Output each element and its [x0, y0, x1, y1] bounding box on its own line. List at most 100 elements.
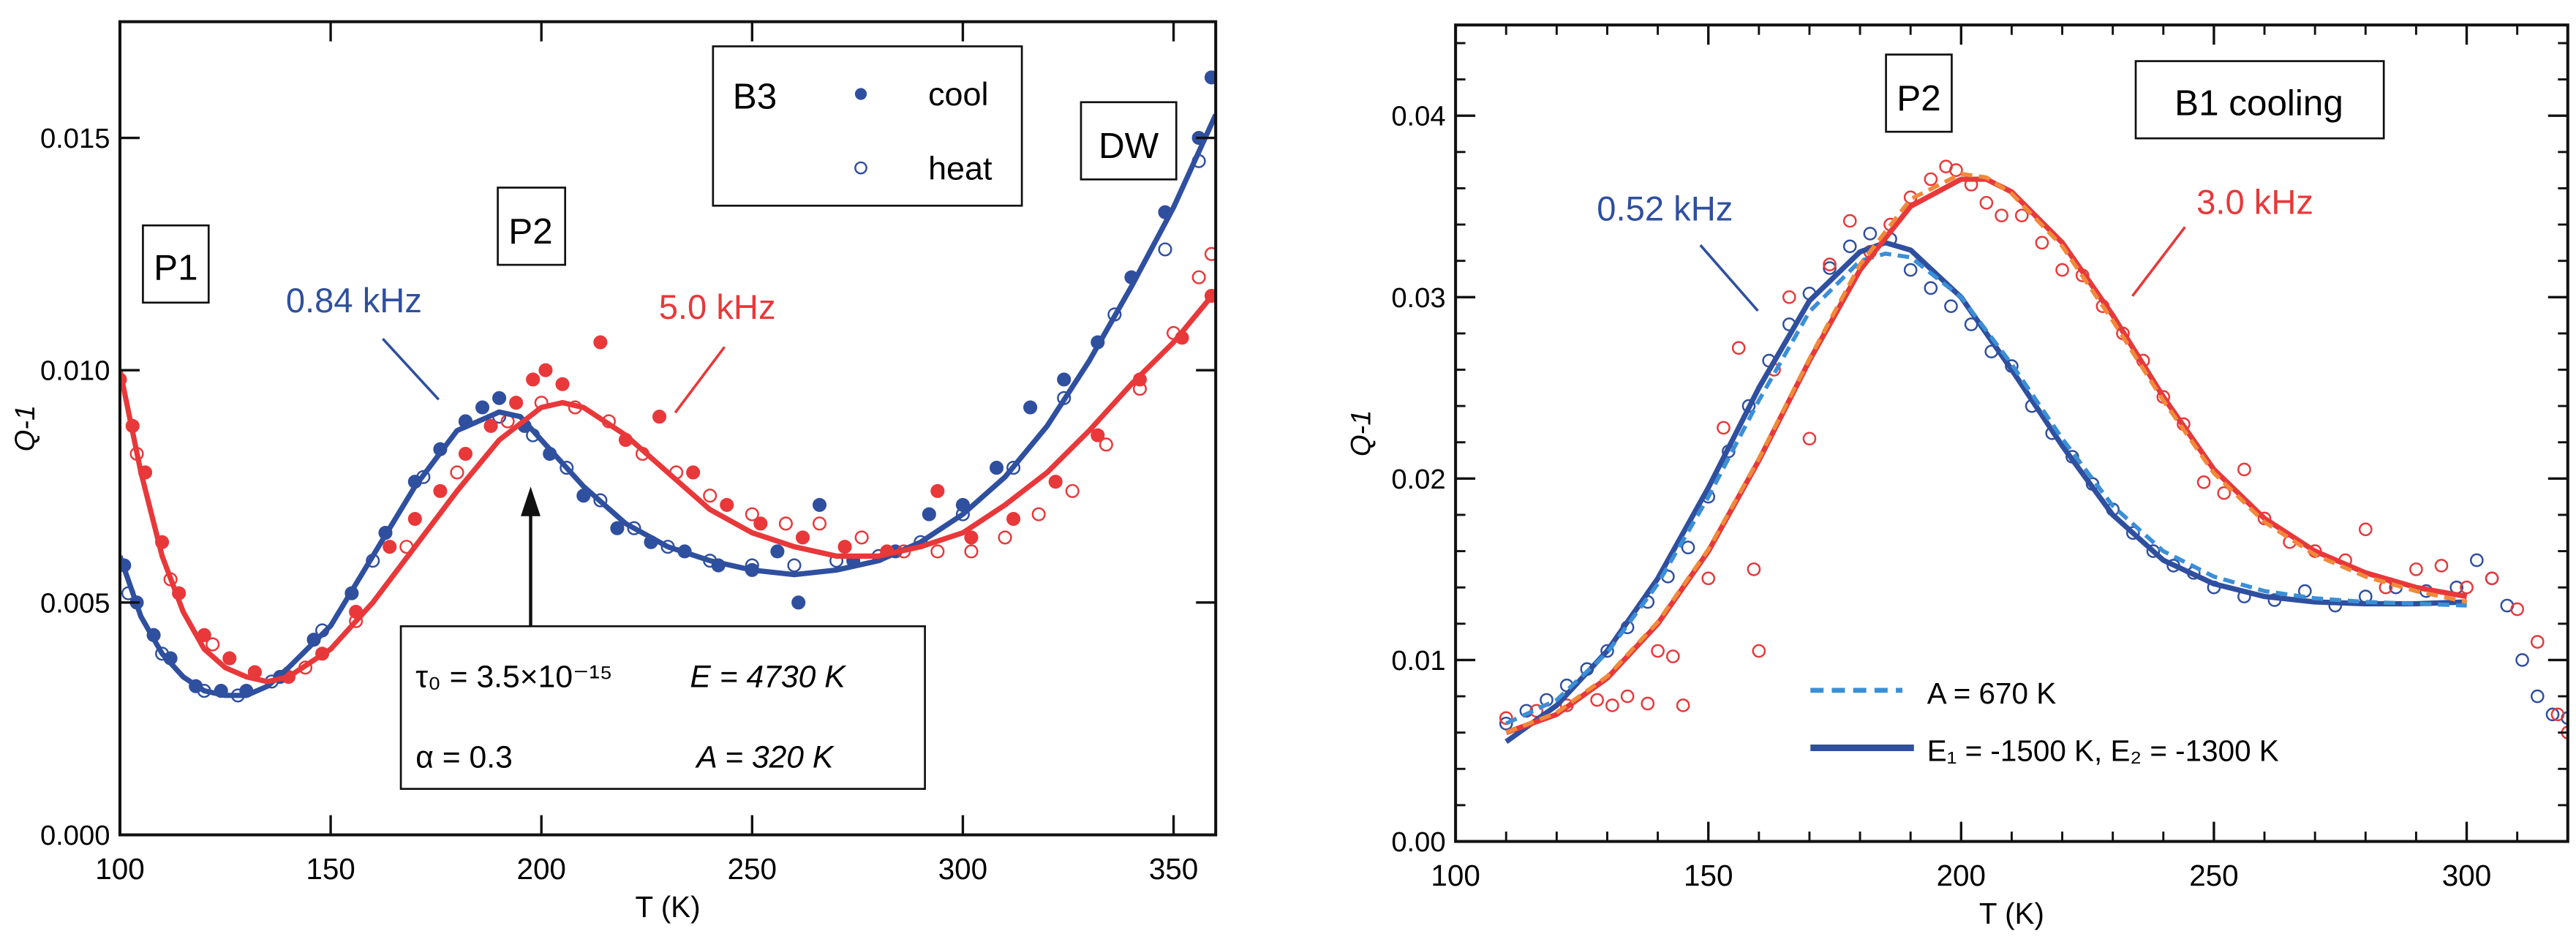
- data-point: [964, 530, 979, 545]
- data-point: [1676, 698, 1690, 712]
- data-point: [686, 465, 701, 480]
- x-tick-label: 100: [1431, 859, 1480, 892]
- x-tick-label: 200: [516, 852, 565, 886]
- data-point: [483, 418, 498, 433]
- data-point: [593, 335, 608, 350]
- data-point: [770, 544, 785, 559]
- p2-label-right: P2: [1897, 78, 1940, 118]
- data-point: [1903, 263, 1918, 277]
- data-point: [2530, 689, 2545, 704]
- data-point: [1651, 644, 1665, 658]
- data-point: [1949, 163, 1963, 177]
- data-point: [1863, 227, 1878, 241]
- plot-frame: [1454, 23, 2569, 843]
- data-point: [795, 530, 810, 545]
- data-point: [458, 446, 473, 461]
- data-point: [1499, 716, 1513, 731]
- series-line: [1505, 176, 2468, 735]
- data-point: [2409, 562, 2423, 576]
- left-annotations: P1 P2 DW 0.84 kHz 5.0 kHz B3 cool heat τ…: [142, 45, 1178, 790]
- data-point: [1204, 246, 1216, 261]
- data-point: [2550, 707, 2565, 722]
- x-tick-label: 200: [1937, 859, 1986, 892]
- data-point: [745, 507, 759, 521]
- data-point: [1842, 214, 1857, 228]
- data-point: [1924, 172, 1938, 186]
- data-point: [753, 516, 768, 531]
- freq-pointer-30: [2131, 226, 2186, 297]
- y-axis-label: Q-1: [1345, 410, 1376, 457]
- data-point: [955, 507, 970, 521]
- series-group: [119, 70, 1216, 703]
- series-line: [1505, 171, 2468, 735]
- data-point: [1099, 437, 1113, 452]
- x-tick-label: 150: [1684, 859, 1733, 892]
- data-point: [349, 614, 364, 628]
- data-point: [1731, 341, 1746, 355]
- legend-heat-marker: [854, 161, 867, 175]
- data-point: [509, 396, 524, 410]
- data-point: [155, 647, 170, 661]
- data-point: [1802, 432, 1817, 446]
- plot-frame: [118, 20, 1218, 837]
- data-point: [2126, 526, 2140, 540]
- data-point: [2196, 475, 2211, 489]
- freq-label-30: 3.0 kHz: [2196, 182, 2313, 221]
- data-point: [1944, 299, 1958, 314]
- freq-pointer-50: [674, 346, 726, 414]
- data-point: [854, 530, 869, 545]
- data-point: [433, 483, 448, 498]
- data-point: [1641, 696, 1655, 711]
- data-point: [1091, 428, 1105, 442]
- data-point: [526, 372, 541, 387]
- data-point: [450, 465, 464, 480]
- data-point: [787, 558, 802, 573]
- legend-box: [712, 45, 1023, 207]
- freq-label-50: 5.0 kHz: [659, 287, 776, 326]
- data-point: [1590, 693, 1604, 707]
- data-point: [652, 410, 667, 424]
- series-line: [1505, 252, 2467, 726]
- x-tick-label: 350: [1149, 852, 1198, 886]
- data-point: [1620, 689, 1635, 704]
- y-axis-label: Q-1: [10, 405, 41, 452]
- series-line: [119, 113, 1216, 698]
- arrow-head: [521, 486, 541, 516]
- data-point: [1995, 208, 2008, 222]
- data-point: [222, 651, 237, 666]
- data-point: [2014, 208, 2029, 222]
- b1-cooling-label: B1 cooling: [2174, 83, 2343, 124]
- data-point: [812, 516, 827, 531]
- freq-pointer-084: [382, 337, 440, 401]
- data-point: [2460, 580, 2474, 595]
- data-point: [1031, 507, 1046, 521]
- p1-box: [142, 224, 210, 304]
- y-tick-label: 0.00: [1391, 826, 1445, 858]
- data-point: [1600, 644, 1614, 658]
- freq-label-084: 0.84 kHz: [286, 281, 422, 320]
- data-point: [1191, 270, 1206, 285]
- data-point: [2237, 462, 2251, 477]
- data-point: [560, 461, 574, 475]
- data-point: [2485, 571, 2499, 586]
- legend-a-label: A = 670 K: [1927, 677, 2056, 710]
- data-point: [1158, 242, 1172, 257]
- p2-box: [497, 186, 567, 266]
- data-point: [1782, 290, 1796, 304]
- data-point: [1924, 281, 1938, 295]
- data-point: [791, 595, 806, 610]
- y-tick-label: 0.03: [1391, 282, 1445, 314]
- p2-label: P2: [508, 211, 552, 252]
- data-point: [2530, 635, 2545, 649]
- data-point: [1065, 483, 1080, 498]
- data-point: [555, 377, 570, 391]
- x-tick-label: 100: [95, 852, 144, 886]
- data-point: [2470, 553, 2484, 568]
- data-point: [2035, 236, 2049, 250]
- data-point: [1823, 261, 1837, 275]
- series-group: [1499, 159, 2568, 745]
- data-point: [1717, 421, 1730, 435]
- x-axis-label: T (K): [1979, 897, 2044, 930]
